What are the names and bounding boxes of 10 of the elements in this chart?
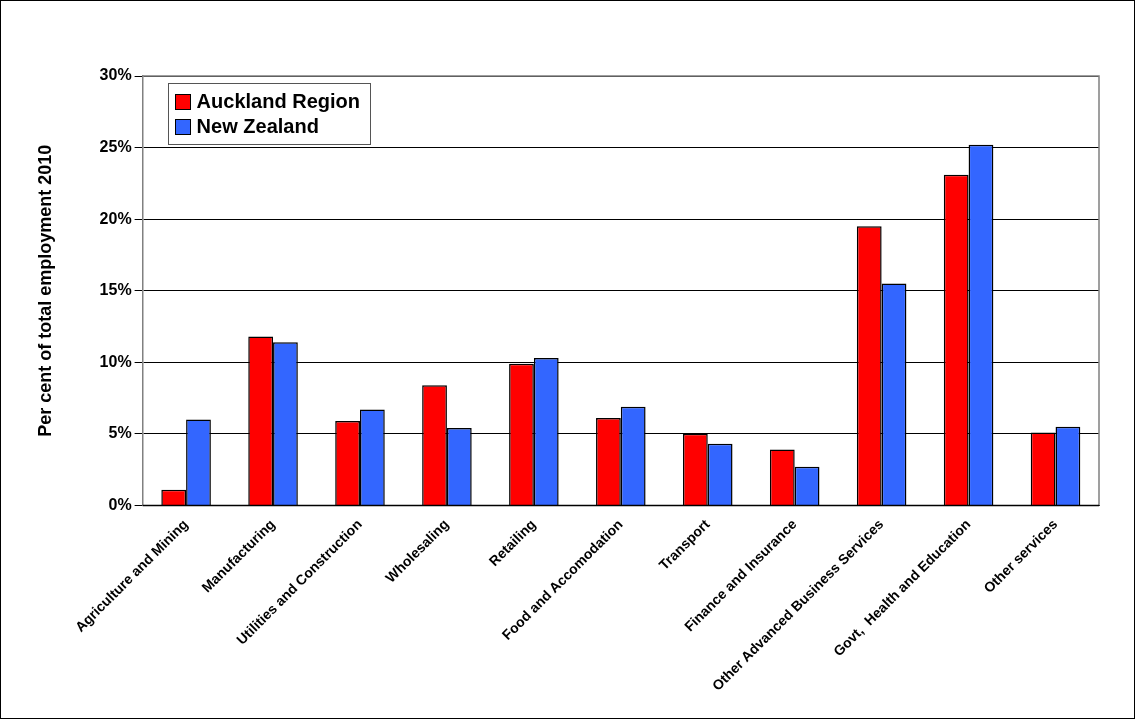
y-tick-label: 15% — [99, 281, 132, 299]
y-axis-title: Per cent of total employment 2010 — [34, 144, 55, 437]
y-tick-label: 5% — [108, 424, 132, 442]
y-tick-label: 25% — [99, 137, 132, 155]
y-tick-label: 10% — [99, 352, 132, 370]
legend-label: Auckland Region — [196, 90, 360, 113]
y-tick-label: 0% — [108, 495, 132, 513]
y-tick-label: 30% — [99, 66, 132, 84]
y-tick-label: 20% — [99, 209, 132, 227]
legend-label: New Zealand — [196, 115, 319, 138]
